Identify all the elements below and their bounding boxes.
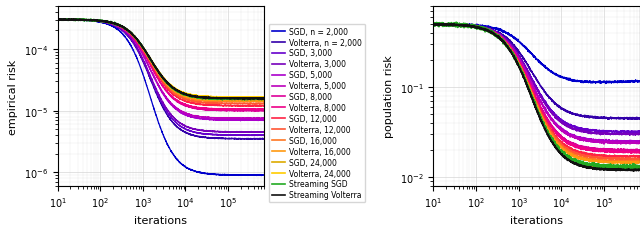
Y-axis label: empirical risk: empirical risk <box>8 59 18 134</box>
Y-axis label: population risk: population risk <box>385 55 394 138</box>
Legend: SGD, n = 2,000, Volterra, n = 2,000, SGD, 3,000, Volterra, 3,000, SGD, 5,000, Vo: SGD, n = 2,000, Volterra, n = 2,000, SGD… <box>269 25 365 202</box>
X-axis label: iterations: iterations <box>134 215 188 225</box>
X-axis label: iterations: iterations <box>510 215 563 225</box>
